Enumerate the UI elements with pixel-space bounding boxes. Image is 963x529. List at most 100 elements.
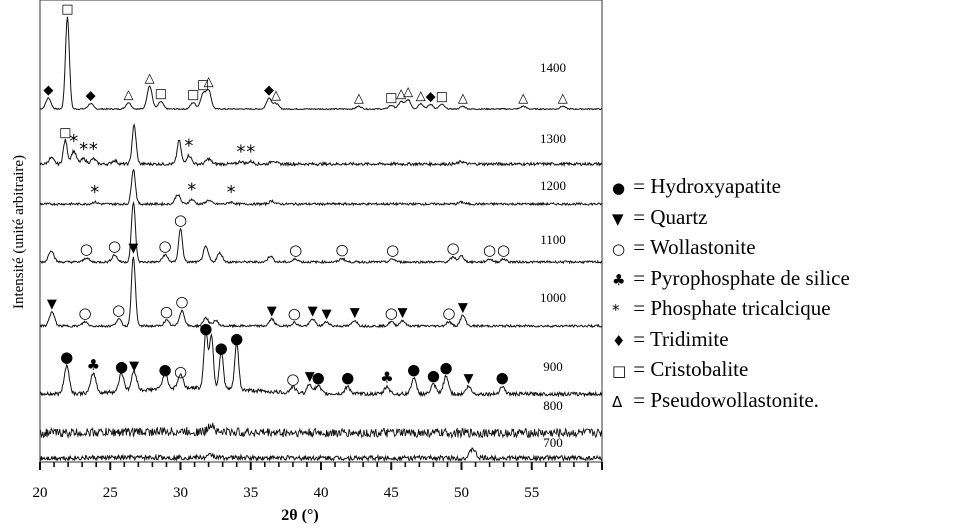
legend-label: = Quartz	[628, 204, 708, 229]
x-axis: 20 25 30 35 40 45 50 55	[33, 462, 603, 501]
phase-marker: *	[69, 131, 78, 152]
phase-marker: ○	[174, 211, 187, 229]
phase-marker: △	[458, 91, 468, 106]
legend-symbol: ○	[612, 240, 626, 258]
legend-symbol: ♦	[612, 331, 626, 350]
phase-marker: *	[246, 141, 255, 162]
phase-marker: ○	[158, 237, 171, 255]
phase-marker: ○	[160, 302, 173, 320]
series-line-1400	[39, 16, 603, 111]
legend-item: Δ = Pseudowollastonite.	[612, 386, 850, 417]
legend-label: = Tridimite	[628, 326, 729, 351]
x-tick-label: 55	[524, 485, 539, 501]
series-line-1200	[39, 168, 603, 207]
x-tick-label: 35	[243, 485, 258, 501]
phase-marker: △	[271, 88, 281, 103]
phase-marker: ○	[289, 241, 302, 259]
phase-marker: ○	[78, 304, 91, 322]
phase-marker: ▼	[350, 305, 360, 320]
phase-marker: ◆	[264, 83, 274, 98]
phase-marker: ▼	[464, 372, 474, 387]
phase-marker: ○	[288, 305, 301, 323]
phase-marker: ◆	[43, 83, 53, 98]
phase-marker: ▼	[128, 241, 138, 256]
phase-marker: ●	[427, 367, 440, 385]
phase-marker: ▼	[305, 370, 315, 385]
phase-marker: □	[436, 89, 448, 104]
phase-marker: □	[187, 88, 199, 103]
phase-marker: ○	[112, 301, 125, 319]
x-tick-label: 40	[314, 485, 329, 501]
legend-item: □ = Cristobalite	[612, 355, 850, 386]
phase-marker: □	[197, 78, 209, 93]
phase-marker: ▼	[47, 297, 57, 312]
legend-label: = Pyrophosphate de silice	[628, 265, 850, 290]
legend-item: ○ = Wollastonite	[612, 233, 850, 264]
legend-label: = Cristobalite	[628, 357, 749, 381]
legend: ● = Hydroxyapatite ▼ = Quartz ○ = Wollasto…	[612, 172, 850, 416]
legend-item: ● = Hydroxyapatite	[612, 172, 850, 203]
phase-marker: ●	[312, 369, 325, 387]
phase-marker: ▼	[398, 305, 408, 320]
phase-marker: *	[184, 135, 193, 156]
phase-marker: △	[518, 91, 528, 106]
phase-marker: ●	[115, 357, 128, 375]
phase-marker: *	[79, 139, 88, 160]
legend-label: = Phosphate tricalcique	[628, 296, 831, 320]
phase-marker: □	[385, 90, 397, 105]
phase-marker: ♣	[87, 356, 100, 374]
phase-marker: ●	[215, 339, 228, 357]
phase-marker: *	[90, 182, 99, 203]
series-line-800	[39, 422, 603, 439]
phase-marker: △	[354, 91, 364, 106]
phase-marker: ♣	[380, 369, 393, 387]
phase-marker: ○	[447, 239, 460, 257]
phase-marker: ●	[60, 348, 73, 366]
legend-item: ▼ = Quartz	[612, 203, 850, 234]
x-tick-label: 25	[103, 485, 118, 501]
phase-marker: ○	[108, 237, 121, 255]
series-line-1000	[39, 256, 603, 329]
phase-marker: ▼	[458, 301, 468, 316]
phase-marker: ○	[497, 241, 510, 259]
series-label-1000: 1000	[540, 290, 566, 305]
series-line-1300	[39, 123, 603, 168]
x-tick-label: 30	[173, 485, 188, 501]
phase-marker: ○	[442, 304, 455, 322]
legend-label: = Wollastonite	[628, 235, 756, 259]
legend-item: ♣ = Pyrophosphate de silice	[612, 264, 850, 295]
phase-marker: △	[145, 71, 155, 86]
legend-symbol: *	[612, 301, 620, 319]
x-tick-label: 45	[384, 485, 399, 501]
legend-label: = Hydroxyapatite	[628, 174, 781, 198]
legend-item: ♦ = Tridimite	[612, 325, 850, 356]
phase-marker: △	[416, 89, 426, 104]
phase-marker: △	[403, 85, 413, 100]
phase-marker: □	[155, 87, 167, 102]
phase-marker: ○	[483, 241, 496, 259]
legend-symbol: ▼	[612, 209, 624, 228]
legend-symbol: ●	[612, 179, 626, 197]
plot-frame	[39, 0, 603, 463]
phase-marker: ○	[385, 304, 398, 322]
series-label-800: 800	[543, 398, 563, 413]
series-label-1100: 1100	[540, 232, 566, 247]
series-label-1300: 1300	[540, 131, 566, 146]
phase-marker: *	[187, 179, 196, 200]
series-label-900: 900	[543, 359, 563, 374]
y-axis-label: Intensité (unité arbitraire)	[11, 155, 27, 309]
phase-marker: ○	[80, 240, 93, 258]
legend-symbol: ♣	[612, 270, 626, 289]
series-label-1200: 1200	[540, 178, 566, 193]
phase-marker: ●	[230, 330, 243, 348]
series-label-1400: 1400	[540, 60, 566, 75]
phase-marker: ▼	[129, 359, 139, 374]
legend-symbol: □	[612, 362, 627, 380]
phase-marker: □	[61, 2, 73, 17]
phase-marker: △	[558, 91, 568, 106]
phase-marker: ●	[439, 359, 452, 377]
phase-marker: ▼	[267, 304, 277, 319]
phase-marker: ●	[407, 361, 420, 379]
phase-marker: ○	[336, 240, 349, 258]
